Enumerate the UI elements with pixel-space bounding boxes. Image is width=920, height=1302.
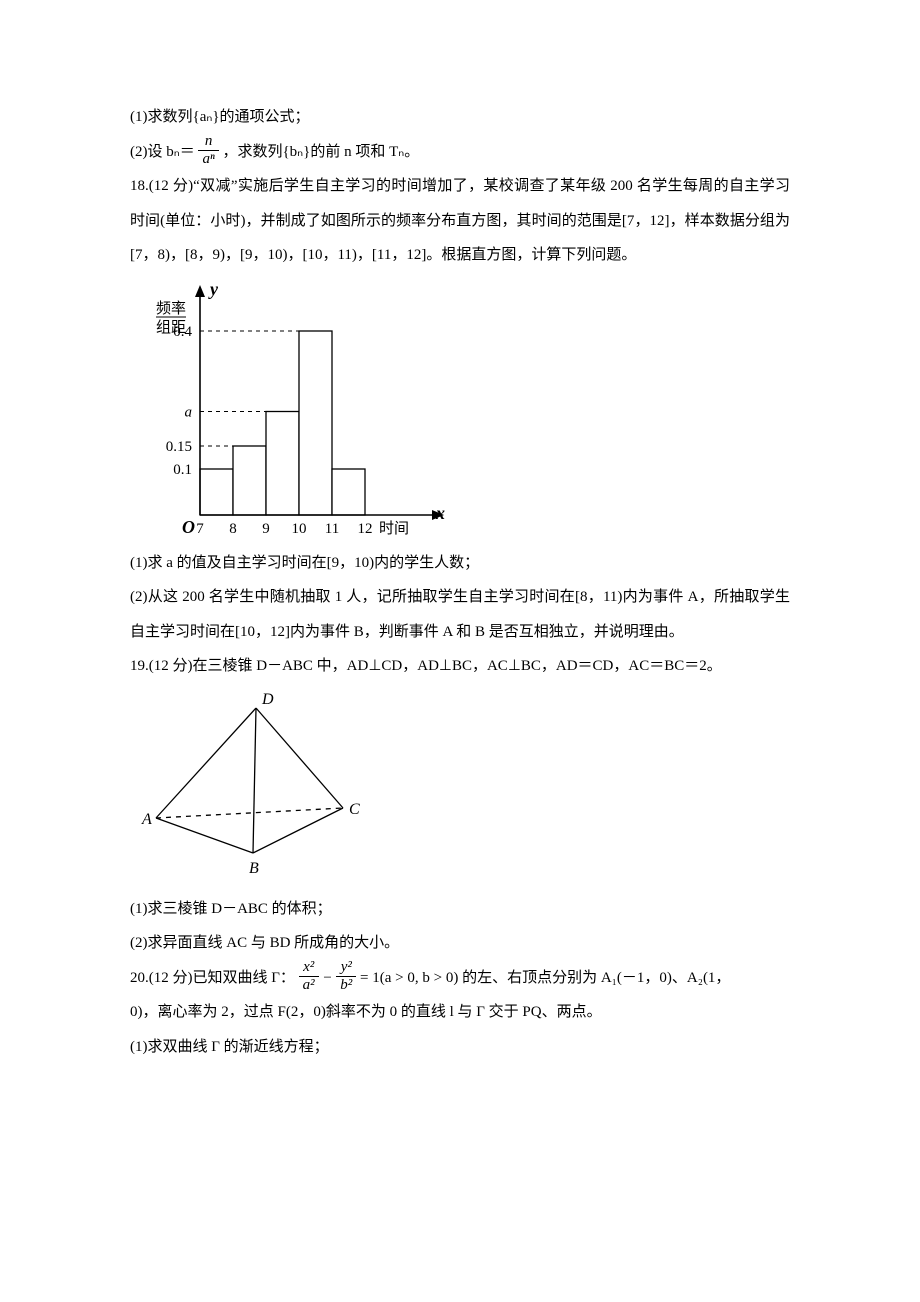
- svg-text:B: B: [249, 860, 259, 877]
- q20-frac2-den: b²: [336, 977, 356, 994]
- q20-frac1-num: x²: [299, 959, 319, 977]
- q18-p2: (2)从这 200 名学生中随机抽取 1 人，记所抽取学生自主学习时间在[8，1…: [130, 580, 790, 649]
- svg-text:10: 10: [292, 521, 307, 537]
- svg-text:11: 11: [325, 521, 339, 537]
- svg-text:9: 9: [262, 521, 270, 537]
- q19-diagram-svg: A B C D: [138, 688, 363, 888]
- q20-head-c: 0)，离心率为 2，过点 F(2，0)斜率不为 0 的直线 l 与 Γ 交于 P…: [130, 1004, 602, 1020]
- q17-p2b: ，求数列{bₙ}的前 n 项和 Tₙ。: [222, 144, 419, 160]
- q17-p2a: (2)设 bₙ＝: [130, 144, 195, 160]
- q17-p1: (1)求数列{aₙ}的通项公式；: [130, 100, 790, 135]
- q18-head: 18.(12 分)“双减”实施后学生自主学习的时间增加了，某校调查了某年级 20…: [130, 169, 790, 273]
- q20-frac1-den: a²: [299, 977, 319, 994]
- svg-text:x: x: [435, 503, 445, 523]
- svg-text:y: y: [208, 279, 219, 299]
- svg-text:8: 8: [229, 521, 237, 537]
- svg-text:0.1: 0.1: [173, 462, 192, 478]
- svg-text:时间: 时间: [379, 520, 409, 537]
- q19-p2: (2)求异面直线 AC 与 BD 所成角的大小。: [130, 926, 790, 961]
- q20-head-b: = 1(a > 0, b > 0) 的左、右顶点分别为 A₁(－1，0)、A₂(…: [360, 970, 730, 986]
- svg-text:0.4: 0.4: [173, 324, 192, 340]
- svg-text:O: O: [182, 517, 195, 537]
- svg-text:7: 7: [196, 521, 204, 537]
- svg-text:a: a: [185, 404, 193, 420]
- svg-text:频率: 频率: [156, 300, 186, 317]
- svg-text:12: 12: [358, 521, 373, 537]
- q20-frac2: y² b²: [336, 959, 356, 993]
- q17-p2: (2)设 bₙ＝ n aⁿ ，求数列{bₙ}的前 n 项和 Tₙ。: [130, 135, 790, 170]
- q20-minus: −: [322, 970, 336, 986]
- q17-frac: n aⁿ: [198, 133, 218, 167]
- q19-diagram: A B C D: [138, 688, 790, 888]
- q20-frac1: x² a²: [299, 959, 319, 993]
- q18-p1: (1)求 a 的值及自主学习时间在[9，10)内的学生人数；: [130, 546, 790, 581]
- q17-frac-den: aⁿ: [198, 151, 218, 168]
- q20-head-a: 20.(12 分)已知双曲线 Γ：: [130, 970, 295, 986]
- q19-head: 19.(12 分)在三棱锥 D－ABC 中，AD⊥CD，AD⊥BC，AC⊥BC，…: [130, 649, 790, 684]
- svg-text:A: A: [141, 811, 152, 828]
- q20-head-line1: 20.(12 分)已知双曲线 Γ： x² a² − y² b² = 1(a > …: [130, 961, 790, 996]
- q18-chart-svg: 频率组距0.4a0.150.1yxO789101112时间: [138, 277, 448, 542]
- svg-text:D: D: [261, 691, 274, 708]
- q20-head-line2: 0)，离心率为 2，过点 F(2，0)斜率不为 0 的直线 l 与 Γ 交于 P…: [130, 995, 790, 1030]
- q18-chart: 频率组距0.4a0.150.1yxO789101112时间: [138, 277, 790, 542]
- q20-p1: (1)求双曲线 Γ 的渐近线方程；: [130, 1030, 790, 1065]
- svg-text:C: C: [349, 801, 360, 818]
- q20-frac2-num: y²: [336, 959, 356, 977]
- q17-frac-num: n: [198, 133, 218, 151]
- q19-p1: (1)求三棱锥 D－ABC 的体积；: [130, 892, 790, 927]
- svg-text:0.15: 0.15: [166, 439, 192, 455]
